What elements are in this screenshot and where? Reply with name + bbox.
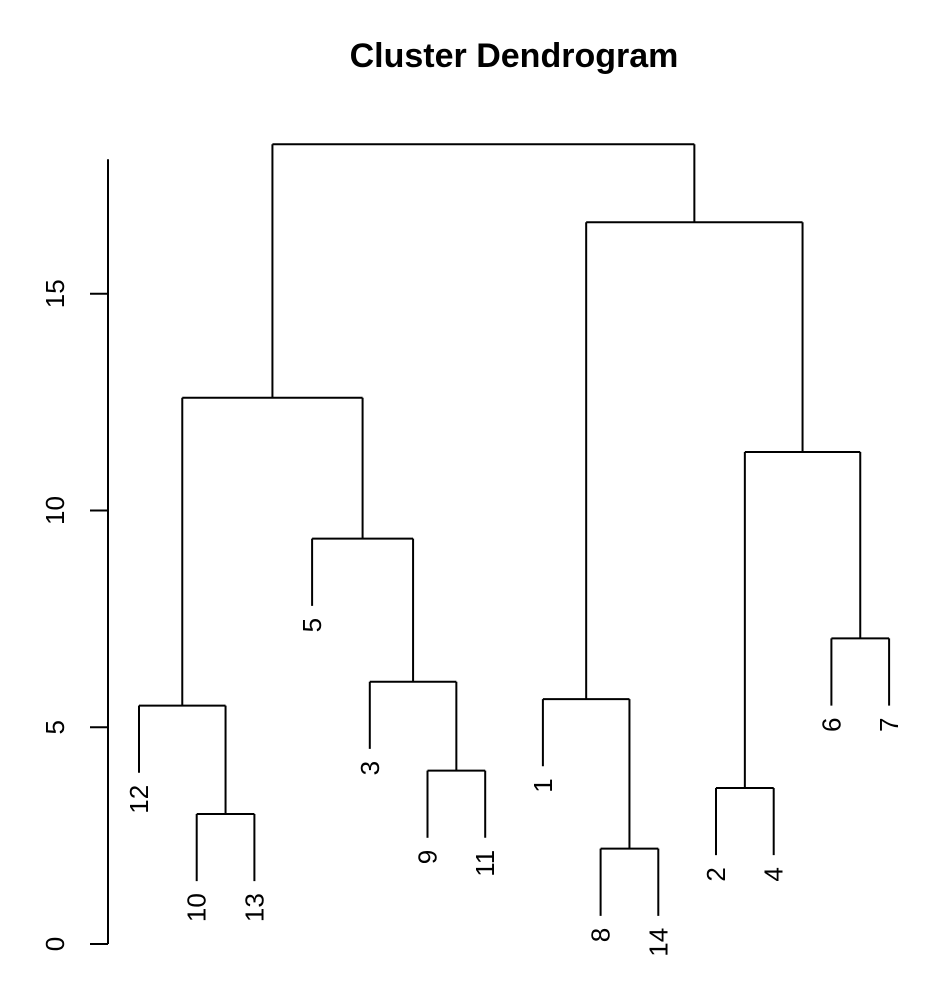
leaf-label: 4 (759, 867, 789, 881)
leaf-label: 14 (643, 928, 673, 957)
leaf-label: 13 (239, 893, 269, 922)
merge-branch (585, 221, 804, 700)
y-tick-label: 15 (40, 279, 70, 308)
merge-branch (181, 396, 364, 706)
merge-branch (312, 537, 415, 682)
leaf-label: 7 (874, 718, 904, 732)
dendrogram-branches (138, 143, 891, 916)
y-tick-label: 10 (40, 496, 70, 525)
merge-branch (369, 680, 458, 771)
leaf-label: 10 (182, 893, 212, 922)
leaf-label: 12 (124, 785, 154, 814)
merge-branch (542, 698, 631, 849)
y-tick-label: 5 (40, 720, 70, 734)
leaf-label: 3 (355, 761, 385, 775)
y-axis: 0 5 10 15 (40, 159, 109, 951)
merge-branch (743, 450, 862, 788)
leaf-label: 6 (816, 718, 846, 732)
leaf-label: 9 (413, 850, 443, 864)
leaf-label: 5 (297, 618, 327, 632)
leaf-label: 11 (470, 850, 500, 877)
merge-branch (271, 143, 696, 398)
leaf-label: 1 (528, 778, 558, 792)
y-tick-label: 0 (40, 937, 70, 951)
leaf-label: 2 (701, 867, 731, 881)
leaf-label: 8 (586, 928, 616, 942)
chart-title: Cluster Dendrogram (350, 37, 679, 75)
